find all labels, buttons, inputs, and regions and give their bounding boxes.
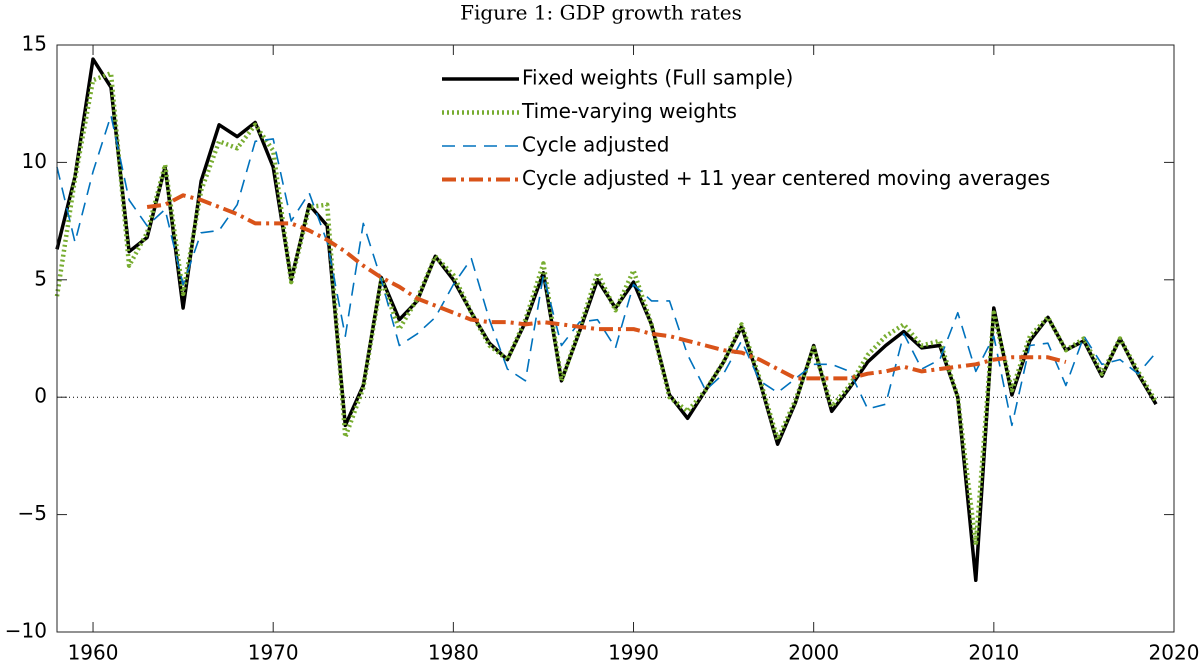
x-tick-label: 2020 xyxy=(1149,641,1200,665)
y-tick-label: −5 xyxy=(18,501,47,525)
x-tick-label: 1970 xyxy=(248,641,299,665)
legend-label: Fixed weights (Full sample) xyxy=(522,66,793,90)
y-tick-label: −10 xyxy=(5,619,47,643)
series-line xyxy=(146,193,1067,381)
x-tick-label: 1960 xyxy=(68,641,119,665)
series-line xyxy=(56,114,1157,427)
y-tick-label: 10 xyxy=(22,149,47,173)
legend-label: Time-varying weights xyxy=(521,99,737,123)
series-line xyxy=(54,70,1158,548)
plot-frame xyxy=(56,44,1175,633)
x-tick-label: 1980 xyxy=(428,641,479,665)
y-tick-label: 0 xyxy=(34,384,47,408)
y-tick-label: 15 xyxy=(22,32,47,56)
legend-label: Cycle adjusted xyxy=(522,133,669,157)
legend-label: Cycle adjusted + 11 year centered moving… xyxy=(522,166,1050,190)
chart-title: Figure 1: GDP growth rates xyxy=(460,1,742,25)
x-tick-label: 2000 xyxy=(788,641,839,665)
x-tick-label: 1990 xyxy=(608,641,659,665)
x-tick-label: 2010 xyxy=(968,641,1019,665)
y-tick-label: 5 xyxy=(34,266,47,290)
